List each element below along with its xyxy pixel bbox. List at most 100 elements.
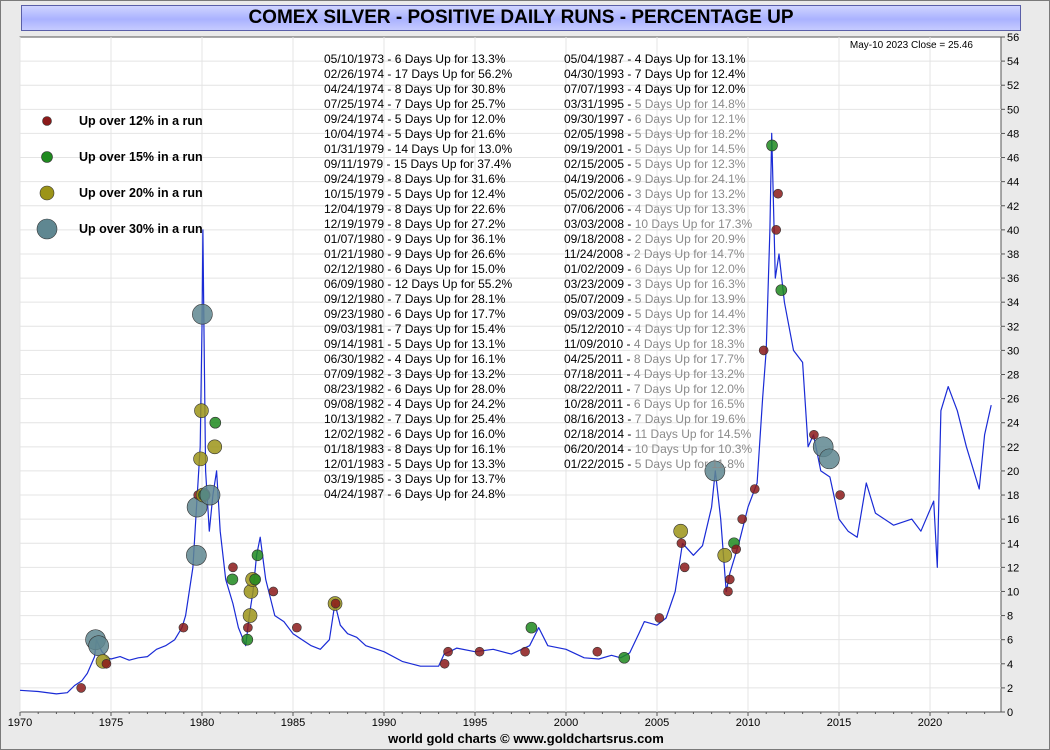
chart-title: COMEX SILVER - POSITIVE DAILY RUNS - PER… [21, 5, 1021, 31]
run-entry-text: 7 Days Up for 19.6% [635, 412, 746, 426]
run-entry-text: 2 Days Up for 14.7% [634, 247, 745, 261]
run-marker-up30 [186, 545, 207, 566]
run-entry-text: 3 Days Up for 16.3% [635, 277, 746, 291]
run-entry-date: 09/19/2001 - [564, 142, 635, 156]
run-marker-up12 [76, 683, 86, 693]
run-entry: 07/09/1982 - 3 Days Up for 13.2% [324, 367, 506, 381]
run-entry-text: 9 Days Up for 24.1% [635, 172, 746, 186]
run-entry-date: 04/30/1993 - [564, 67, 635, 81]
run-marker-up20 [242, 608, 258, 623]
run-entry: 09/14/1981 - 5 Days Up for 13.1% [324, 337, 506, 351]
legend-label: Up over 30% in a run [79, 222, 203, 236]
run-marker-up15 [775, 284, 788, 296]
run-entry: 01/18/1983 - 8 Days Up for 16.1% [324, 442, 506, 456]
run-marker-up12 [228, 562, 238, 573]
run-entry-date: 05/04/1987 - [564, 52, 635, 66]
run-marker-up12 [439, 658, 450, 669]
run-entry: 01/21/1980 - 9 Days Up for 26.6% [324, 247, 506, 261]
legend-label: Up over 15% in a run [79, 150, 203, 164]
y-tick-label: 26 [1007, 394, 1019, 406]
run-entry-date: 03/03/2008 - [564, 217, 635, 231]
run-list: 05/10/1973 - 6 Days Up for 13.3%02/26/19… [324, 52, 752, 501]
run-entry-text: 11 Days Up for 14.5% [635, 427, 752, 441]
legend-label: Up over 20% in a run [79, 186, 203, 200]
run-entry: 12/19/1979 - 8 Days Up for 27.2% [324, 217, 506, 231]
run-entry: 09/08/1982 - 4 Days Up for 24.2% [324, 397, 506, 411]
y-axis: 0246810121416182022242628303234363840424… [1001, 32, 1019, 719]
y-tick-label: 48 [1007, 128, 1019, 140]
y-tick-label: 30 [1007, 345, 1019, 357]
run-entry-date: 07/06/2006 - [564, 202, 635, 216]
legend-swatch-up20 [39, 185, 55, 201]
run-entry-date: 06/20/2014 - [564, 442, 635, 456]
run-entry: 09/03/1981 - 7 Days Up for 15.4% [324, 322, 506, 336]
run-entry-text: 2 Days Up for 20.9% [635, 232, 746, 246]
y-tick-label: 22 [1007, 442, 1019, 454]
y-tick-label: 36 [1007, 273, 1019, 285]
run-entry-date: 07/18/2011 - [564, 367, 634, 381]
run-entry-text: 7 Days Up for 12.0% [634, 382, 745, 396]
run-marker-up12 [654, 613, 665, 623]
run-entry: 05/04/1987 - 4 Days Up for 13.1% [564, 52, 746, 66]
run-marker-up15 [226, 573, 239, 586]
run-marker-up12 [679, 562, 690, 573]
run-entry: 10/28/2011 - 6 Days Up for 16.5% [564, 397, 745, 411]
run-entry: 02/18/2014 - 11 Days Up for 14.5% [564, 427, 752, 441]
run-entry-text: 5 Days Up for 14.8% [635, 97, 746, 111]
run-entry: 05/10/1973 - 6 Days Up for 13.3% [324, 52, 506, 66]
run-entry-text: 7 Days Up for 12.4% [635, 67, 746, 81]
grid [19, 37, 1001, 712]
y-tick-label: 6 [1007, 635, 1013, 647]
y-tick-label: 42 [1007, 201, 1019, 213]
run-entry: 02/05/1998 - 5 Days Up for 18.2% [564, 127, 746, 141]
run-marker-up30 [199, 484, 221, 506]
run-entry-text: 5 Days Up for 11.8% [635, 457, 745, 471]
y-tick-label: 56 [1007, 32, 1019, 44]
run-entry-date: 05/07/2009 - [564, 292, 635, 306]
y-tick-label: 50 [1007, 104, 1019, 116]
run-entry: 04/24/1987 - 6 Days Up for 24.8% [324, 487, 506, 501]
run-marker-up20 [193, 451, 208, 467]
run-marker-up12 [723, 586, 733, 597]
run-marker-up30 [88, 635, 109, 657]
run-entry: 09/30/1997 - 6 Days Up for 12.1% [564, 112, 746, 126]
run-entry: 08/22/2011 - 7 Days Up for 12.0% [564, 382, 745, 396]
run-entry: 02/12/1980 - 6 Days Up for 15.0% [324, 262, 506, 276]
run-entry: 06/30/1982 - 4 Days Up for 16.1% [324, 352, 506, 366]
run-entry-date: 10/28/2011 - [564, 397, 634, 411]
run-marker-up15 [251, 549, 264, 562]
run-entry: 04/24/1974 - 8 Days Up for 30.8% [324, 82, 506, 96]
run-marker-up15 [766, 139, 778, 152]
run-entry: 01/31/1979 - 14 Days Up for 13.0% [324, 142, 512, 156]
run-marker-up12 [758, 345, 769, 356]
footer-credit: world gold charts © www.goldchartsrus.co… [388, 731, 664, 746]
y-tick-label: 34 [1007, 297, 1019, 309]
run-marker-up12 [243, 622, 253, 633]
run-markers [76, 139, 845, 693]
run-entry-date: 03/23/2009 - [564, 277, 635, 291]
x-tick-label: 2000 [554, 717, 578, 729]
y-tick-label: 20 [1007, 466, 1019, 478]
run-entry: 05/12/2010 - 4 Days Up for 12.3% [564, 322, 746, 336]
run-entry-text: 4 Days Up for 18.3% [634, 337, 745, 351]
run-entry: 11/24/2008 - 2 Days Up for 14.7% [564, 247, 745, 261]
run-entry-date: 02/18/2014 - [564, 427, 635, 441]
run-entry-date: 09/03/2009 - [564, 307, 635, 321]
run-entry-date: 11/24/2008 - [564, 247, 634, 261]
run-marker-up12 [474, 646, 485, 657]
run-entry-text: 10 Days Up for 17.3% [635, 217, 753, 231]
y-tick-label: 2 [1007, 683, 1013, 695]
run-entry-date: 09/30/1997 - [564, 112, 635, 126]
run-entry: 09/24/1974 - 5 Days Up for 12.0% [324, 112, 506, 126]
run-entry: 04/19/2006 - 9 Days Up for 24.1% [564, 172, 746, 186]
run-entry-text: 5 Days Up for 18.2% [635, 127, 746, 141]
x-axis: 1970 1975 1980 1985 1990 1995 2000 2005 2010 2015… [8, 712, 986, 729]
y-tick-label: 14 [1007, 538, 1019, 550]
run-entry: 12/02/1982 - 6 Days Up for 16.0% [324, 427, 506, 441]
run-marker-up12 [771, 225, 782, 235]
run-entry-date: 08/16/2013 - [564, 412, 635, 426]
run-entry: 12/04/1979 - 8 Days Up for 22.6% [324, 202, 506, 216]
y-tick-label: 32 [1007, 321, 1019, 333]
run-marker-up12 [809, 429, 819, 440]
